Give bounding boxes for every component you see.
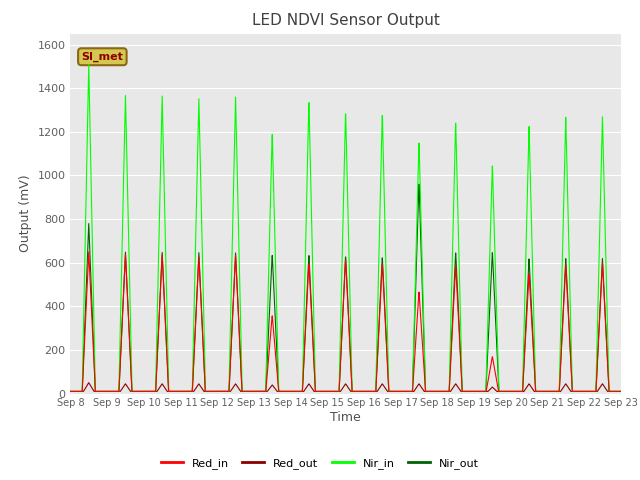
Nir_out bbox=[129, 388, 137, 394]
Line: Red_out: Red_out bbox=[70, 383, 621, 391]
Title: LED NDVI Sensor Output: LED NDVI Sensor Output bbox=[252, 13, 440, 28]
Red_in bbox=[278, 388, 285, 394]
Red_out bbox=[606, 388, 614, 394]
Red_out bbox=[85, 380, 93, 385]
Line: Nir_in: Nir_in bbox=[70, 64, 621, 391]
Red_out bbox=[129, 388, 137, 394]
Nir_in bbox=[547, 388, 555, 394]
Red_out bbox=[278, 388, 285, 394]
Red_in bbox=[162, 333, 170, 339]
Red_in bbox=[617, 388, 625, 394]
Red_in bbox=[547, 388, 555, 394]
Nir_out bbox=[67, 388, 74, 394]
Nir_in bbox=[85, 61, 93, 67]
Line: Red_in: Red_in bbox=[70, 252, 621, 391]
Red_out bbox=[301, 386, 309, 392]
Red_out bbox=[67, 388, 74, 394]
Red_out bbox=[547, 388, 555, 394]
Nir_in bbox=[301, 248, 309, 254]
Nir_out bbox=[617, 388, 625, 394]
Nir_in bbox=[278, 388, 285, 394]
Nir_in bbox=[67, 388, 74, 394]
Legend: Red_in, Red_out, Nir_in, Nir_out: Red_in, Red_out, Nir_in, Nir_out bbox=[155, 453, 485, 474]
Text: SI_met: SI_met bbox=[81, 51, 124, 62]
Nir_in bbox=[129, 388, 137, 394]
Nir_out bbox=[547, 388, 555, 394]
Red_out bbox=[162, 387, 170, 393]
Y-axis label: Output (mV): Output (mV) bbox=[19, 175, 32, 252]
Nir_in bbox=[617, 388, 625, 394]
Nir_in bbox=[162, 268, 170, 274]
X-axis label: Time: Time bbox=[330, 411, 361, 424]
Red_in bbox=[85, 249, 93, 255]
Red_in bbox=[67, 388, 74, 394]
Red_in bbox=[301, 327, 309, 333]
Nir_out bbox=[606, 388, 614, 394]
Nir_out bbox=[162, 328, 170, 334]
Red_in bbox=[129, 388, 137, 394]
Red_in bbox=[606, 388, 614, 394]
Red_out bbox=[617, 388, 625, 394]
Nir_out bbox=[301, 327, 309, 333]
Nir_out bbox=[278, 388, 285, 394]
Nir_out bbox=[415, 181, 423, 187]
Line: Nir_out: Nir_out bbox=[70, 184, 621, 391]
Nir_in bbox=[606, 388, 614, 394]
